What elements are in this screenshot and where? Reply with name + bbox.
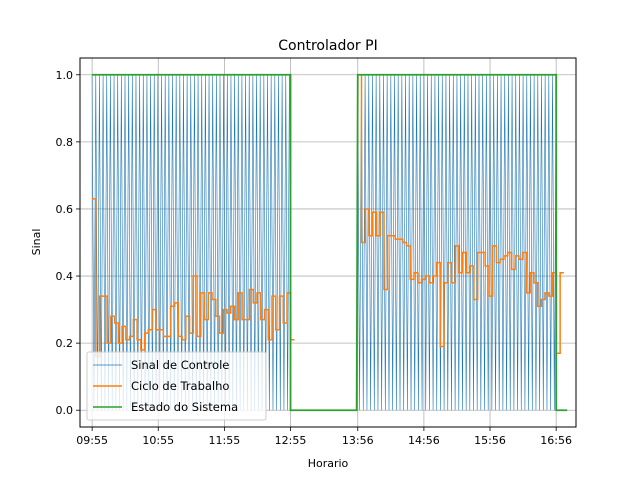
x-axis-label: Horario	[308, 457, 349, 470]
x-tick-label: 12:55	[275, 434, 307, 447]
plot-frame	[79, 57, 577, 428]
y-tick-label: 0.4	[56, 270, 74, 283]
x-tick-label: 16:56	[540, 434, 572, 447]
x-tick-label: 14:56	[408, 434, 440, 447]
x-tick-label: 10:55	[142, 434, 174, 447]
y-tick-label: 0.2	[56, 337, 74, 350]
y-tick-label: 0.8	[56, 136, 74, 149]
legend: Sinal de Controle Ciclo de Trabalho Esta…	[86, 351, 267, 421]
legend-label-sinal: Sinal de Controle	[131, 358, 229, 372]
y-tick-label: 1.0	[56, 69, 74, 82]
x-tick-label: 13:56	[342, 434, 374, 447]
x-tick-label: 09:55	[76, 434, 108, 447]
legend-box	[86, 351, 267, 421]
chart-title: Controlador PI	[278, 38, 377, 54]
series-ciclo-de-trabalho	[92, 74, 564, 358]
x-tick-label: 11:55	[209, 434, 241, 447]
y-tick-label: 0.6	[56, 203, 74, 216]
y-axis-label: Sinal	[30, 229, 43, 256]
legend-label-ciclo: Ciclo de Trabalho	[131, 379, 229, 393]
legend-label-estado: Estado do Sistema	[131, 400, 238, 414]
x-tick-label: 15:56	[474, 434, 506, 447]
y-tick-label: 0.0	[56, 404, 74, 417]
axes: 09:55 10:55 11:55 12:55 13:56 14:56 15:56 16:56…	[56, 69, 573, 447]
plot-series	[91, 73, 568, 412]
series-estado-do-sistema	[92, 73, 568, 412]
